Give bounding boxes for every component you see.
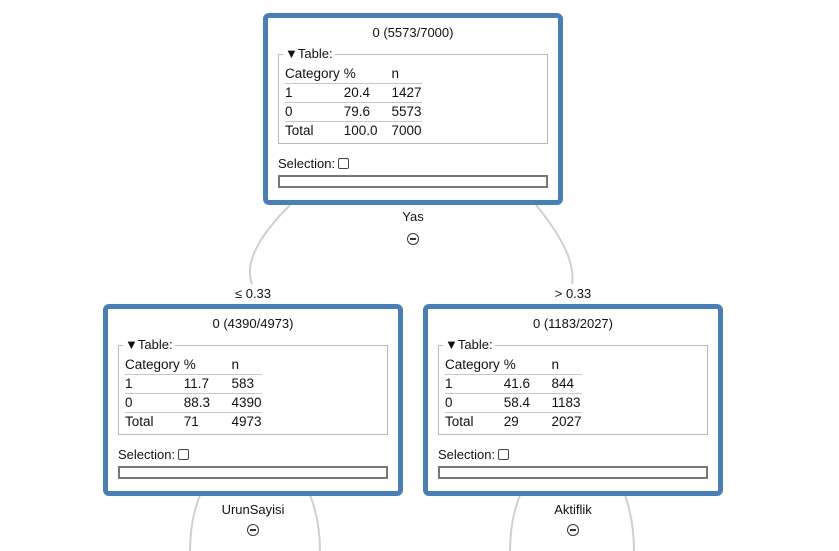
node-table: ▼Table: Category % n 1 20.4 1427 0 79.6 …	[278, 46, 548, 144]
selection-bar	[118, 466, 388, 479]
left-child-node[interactable]: 0 (4390/4973) ▼Table: Category % n 1 11.…	[103, 304, 403, 496]
selection-control: Selection:	[118, 447, 190, 463]
collapse-icon[interactable]	[247, 524, 259, 536]
edge-label-left: ≤ 0.33	[234, 286, 272, 301]
table-header-row: Category % n	[125, 356, 262, 375]
node-table: ▼Table: Category % n 1 11.7 583 0 88.3 4…	[118, 337, 388, 435]
selection-checkbox[interactable]	[338, 158, 350, 170]
node-title: 0 (4390/4973)	[212, 316, 294, 331]
cell-n: 844	[551, 374, 582, 394]
column-header-n: n	[391, 65, 422, 84]
edge-root-right	[535, 204, 574, 285]
table-total-row: Total 100.0 7000	[285, 121, 422, 140]
column-header-category: Category	[445, 356, 504, 375]
stats-table: Category % n 1 41.6 844 0 58.4 1183 Tota…	[445, 356, 582, 431]
column-header-category: Category	[285, 65, 344, 84]
edge-root-left	[248, 204, 291, 285]
cell-category: 1	[445, 374, 504, 394]
cell-percent: 79.6	[343, 102, 392, 122]
edge-label-right: > 0.33	[554, 286, 592, 301]
table-header-row: Category % n	[445, 356, 582, 375]
cell-n: 7000	[391, 121, 422, 140]
selection-checkbox[interactable]	[178, 449, 190, 461]
table-row: 0 58.4 1183	[445, 393, 582, 413]
cell-n: 2027	[551, 412, 582, 431]
table-total-row: Total 71 4973	[125, 412, 262, 431]
cell-n: 1183	[551, 393, 582, 413]
cell-percent: 29	[503, 412, 552, 431]
cell-category: 0	[285, 102, 344, 122]
edge-left-child-b	[309, 494, 321, 551]
cell-percent: 11.7	[183, 374, 232, 394]
right-child-node[interactable]: 0 (1183/2027) ▼Table: Category % n 1 41.…	[423, 304, 723, 496]
cell-n: 4390	[231, 393, 262, 413]
column-header-category: Category	[125, 356, 184, 375]
table-header-row: Category % n	[285, 65, 422, 84]
cell-percent: 88.3	[183, 393, 232, 413]
node-table: ▼Table: Category % n 1 41.6 844 0 58.4 1…	[438, 337, 708, 435]
column-header-n: n	[231, 356, 262, 375]
cell-percent: 71	[183, 412, 232, 431]
cell-category: Total	[125, 412, 184, 431]
cell-category: Total	[445, 412, 504, 431]
collapse-icon[interactable]	[407, 233, 419, 245]
cell-percent: 41.6	[503, 374, 552, 394]
column-header-n: n	[551, 356, 582, 375]
table-total-row: Total 29 2027	[445, 412, 582, 431]
column-header-percent: %	[503, 356, 552, 375]
table-row: 0 79.6 5573	[285, 102, 422, 122]
node-title: 0 (5573/7000)	[372, 25, 454, 40]
root-node[interactable]: 0 (5573/7000) ▼Table: Category % n 1 20.…	[263, 13, 563, 205]
table-row: 1 11.7 583	[125, 374, 262, 394]
cell-n: 1427	[391, 83, 422, 103]
split-variable-label: Aktiflik	[554, 502, 592, 517]
selection-bar	[438, 466, 708, 479]
table-row: 1 20.4 1427	[285, 83, 422, 103]
split-variable-label: Yas	[402, 209, 424, 224]
column-header-percent: %	[183, 356, 232, 375]
cell-n: 583	[231, 374, 262, 394]
selection-checkbox[interactable]	[498, 449, 510, 461]
cell-category: Total	[285, 121, 344, 140]
split-variable-label: UrunSayisi	[221, 502, 285, 517]
selection-control: Selection:	[438, 447, 510, 463]
table-row: 0 88.3 4390	[125, 393, 262, 413]
stats-table: Category % n 1 11.7 583 0 88.3 4390 Tota…	[125, 356, 262, 431]
cell-percent: 58.4	[503, 393, 552, 413]
edge-right-child-a	[509, 494, 521, 551]
node-title: 0 (1183/2027)	[533, 316, 613, 331]
cell-category: 1	[285, 83, 344, 103]
cell-n: 5573	[391, 102, 422, 122]
selection-label: Selection:	[118, 447, 176, 462]
cell-category: 1	[125, 374, 184, 394]
selection-label: Selection:	[438, 447, 496, 462]
column-header-percent: %	[343, 65, 392, 84]
edge-left-child-a	[189, 494, 201, 551]
cell-category: 0	[125, 393, 184, 413]
selection-label: Selection:	[278, 156, 336, 171]
edge-right-child-b	[624, 494, 635, 551]
table-toggle[interactable]: ▼Table:	[443, 337, 495, 353]
table-toggle[interactable]: ▼Table:	[283, 46, 335, 62]
selection-control: Selection:	[278, 156, 350, 172]
cell-n: 4973	[231, 412, 262, 431]
table-toggle[interactable]: ▼Table:	[123, 337, 175, 353]
cell-percent: 20.4	[343, 83, 392, 103]
stats-table: Category % n 1 20.4 1427 0 79.6 5573 Tot…	[285, 65, 422, 140]
selection-bar	[278, 175, 548, 188]
table-row: 1 41.6 844	[445, 374, 582, 394]
cell-category: 0	[445, 393, 504, 413]
cell-percent: 100.0	[343, 121, 392, 140]
collapse-icon[interactable]	[567, 524, 579, 536]
